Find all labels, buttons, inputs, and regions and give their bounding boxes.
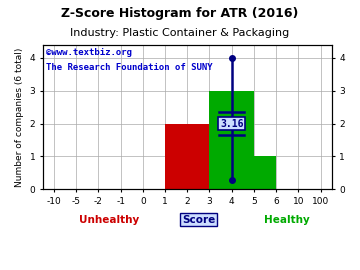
Text: ©www.textbiz.org: ©www.textbiz.org	[46, 48, 132, 57]
Bar	[165, 124, 210, 189]
Text: Z-Score Histogram for ATR (2016): Z-Score Histogram for ATR (2016)	[61, 7, 299, 20]
Text: Score: Score	[182, 215, 215, 225]
Text: 3.16: 3.16	[220, 119, 243, 129]
Bar	[210, 91, 254, 189]
Text: Healthy: Healthy	[264, 215, 310, 225]
Bar	[254, 156, 276, 189]
Y-axis label: Number of companies (6 total): Number of companies (6 total)	[15, 47, 24, 187]
Text: Unhealthy: Unhealthy	[80, 215, 140, 225]
Text: The Research Foundation of SUNY: The Research Foundation of SUNY	[46, 63, 212, 72]
Text: Industry: Plastic Container & Packaging: Industry: Plastic Container & Packaging	[70, 28, 290, 38]
